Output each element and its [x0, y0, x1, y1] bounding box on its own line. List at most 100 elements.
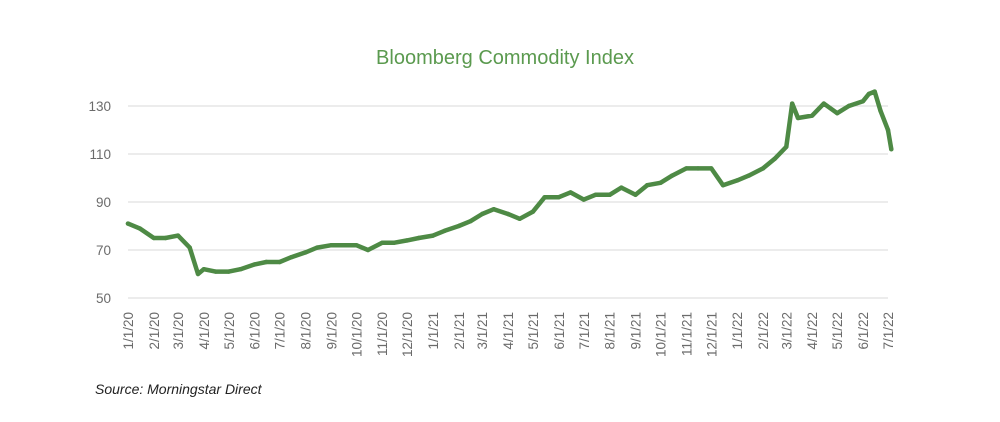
- data-point: [568, 190, 573, 195]
- series-line-bloomberg-commodity-index: [125, 89, 894, 277]
- data-point: [821, 101, 827, 106]
- y-tick-label: 70: [96, 243, 111, 258]
- y-tick-label: 90: [96, 195, 111, 210]
- data-point: [530, 209, 536, 214]
- data-point: [720, 183, 726, 188]
- x-tick-label: 7/1/21: [577, 312, 592, 350]
- x-tick-label: 2/1/22: [756, 312, 771, 350]
- data-point: [684, 166, 689, 171]
- x-axis-tick-labels: 1/1/20 2/1/20 3/1/20 4/1/20 5/1/20 6/1/20 7/1/…: [121, 312, 896, 357]
- x-tick-label: 6/1/21: [552, 312, 567, 350]
- y-axis-tick-labels: 50 70 90 110 130: [88, 99, 111, 306]
- series-points: [125, 89, 894, 277]
- x-tick-label: 10/1/21: [654, 312, 669, 357]
- x-tick-label: 4/1/20: [197, 312, 212, 350]
- data-point: [491, 207, 497, 212]
- x-tick-label: 5/1/21: [526, 312, 541, 350]
- data-point: [213, 269, 218, 274]
- data-point: [468, 219, 473, 224]
- x-tick-label: 12/1/20: [400, 312, 415, 357]
- x-tick-label: 5/1/20: [222, 312, 237, 350]
- x-tick-label: 6/1/22: [856, 312, 871, 350]
- data-point: [542, 195, 547, 200]
- data-point: [303, 250, 308, 255]
- data-point: [238, 267, 243, 272]
- data-point: [201, 267, 207, 272]
- y-tick-label: 110: [89, 147, 111, 162]
- x-tick-label: 3/1/20: [171, 312, 186, 350]
- x-tick-label: 3/1/21: [475, 312, 490, 350]
- data-point: [430, 233, 436, 238]
- chart-title: Bloomberg Commodity Index: [376, 47, 634, 69]
- data-point: [314, 245, 320, 250]
- data-point: [619, 185, 624, 190]
- data-point: [593, 192, 598, 197]
- x-tick-label: 8/1/21: [603, 312, 618, 350]
- data-point: [669, 173, 675, 178]
- data-point: [809, 113, 815, 118]
- x-tick-label: 4/1/22: [805, 312, 820, 350]
- data-point: [644, 183, 650, 188]
- data-point: [607, 192, 612, 197]
- data-point: [633, 192, 638, 197]
- data-point: [163, 235, 168, 241]
- data-point: [195, 271, 201, 277]
- data-point: [329, 243, 334, 248]
- data-point: [795, 115, 801, 121]
- data-point: [289, 255, 294, 260]
- y-tick-label: 50: [96, 291, 111, 306]
- data-point: [365, 247, 371, 253]
- data-point: [151, 235, 157, 241]
- x-tick-label: 12/1/21: [704, 312, 719, 357]
- data-point: [125, 221, 131, 226]
- data-point: [581, 197, 587, 202]
- data-point: [187, 245, 192, 250]
- data-point: [789, 101, 795, 106]
- data-point: [889, 147, 894, 152]
- source-note: Source: Morningstar Direct: [95, 381, 262, 397]
- data-point: [505, 211, 511, 217]
- gridlines: [128, 105, 888, 299]
- x-tick-label: 6/1/20: [248, 312, 263, 350]
- x-tick-label: 10/1/20: [349, 312, 364, 357]
- x-tick-label: 8/1/20: [299, 312, 314, 350]
- x-tick-label: 1/1/21: [426, 312, 441, 350]
- data-point: [658, 180, 663, 185]
- data-point: [834, 111, 840, 116]
- data-point: [709, 166, 714, 171]
- data-point: [517, 216, 522, 221]
- data-point: [872, 89, 877, 94]
- data-point: [734, 178, 740, 183]
- data-point: [860, 99, 866, 104]
- x-tick-label: 2/1/21: [452, 312, 467, 350]
- data-point: [456, 223, 462, 229]
- x-tick-label: 4/1/21: [501, 312, 516, 350]
- x-tick-label: 2/1/20: [147, 312, 162, 350]
- x-tick-label: 7/1/22: [881, 312, 896, 350]
- x-tick-label: 7/1/20: [273, 312, 288, 350]
- data-point: [772, 156, 777, 161]
- y-tick-label: 130: [88, 99, 111, 114]
- data-point: [277, 259, 282, 265]
- data-point: [695, 166, 701, 171]
- data-point: [404, 238, 410, 243]
- data-point: [264, 259, 269, 265]
- data-point: [746, 173, 752, 178]
- data-point: [340, 243, 346, 248]
- data-point: [556, 195, 562, 200]
- x-tick-label: 11/1/21: [679, 312, 694, 356]
- x-tick-label: 1/1/20: [121, 312, 136, 350]
- x-tick-label: 5/1/22: [830, 312, 845, 350]
- data-point: [442, 228, 447, 233]
- data-point: [226, 269, 232, 274]
- x-tick-label: 3/1/22: [779, 312, 794, 350]
- x-tick-label: 9/1/21: [629, 312, 644, 350]
- data-point: [416, 235, 422, 241]
- data-point: [878, 108, 883, 114]
- x-tick-label: 11/1/20: [375, 312, 390, 356]
- x-tick-label: 9/1/20: [324, 312, 339, 350]
- data-point: [354, 243, 359, 248]
- data-point: [866, 91, 872, 97]
- data-point: [137, 226, 142, 231]
